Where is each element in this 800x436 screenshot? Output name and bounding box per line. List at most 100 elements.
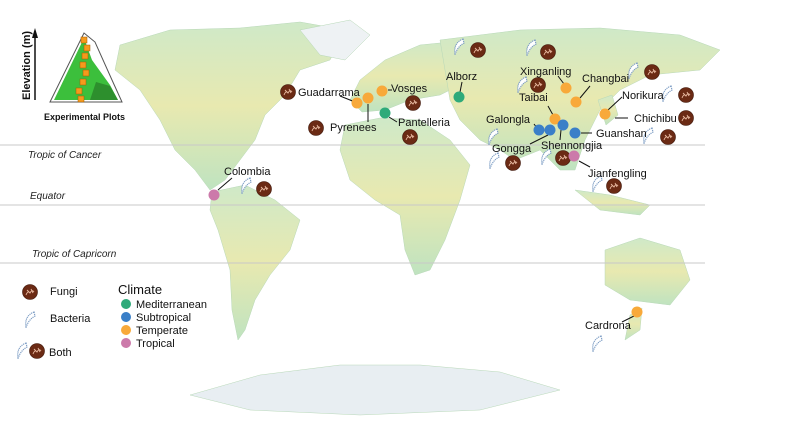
climate-swatch-mediterranean <box>121 299 131 309</box>
plot-marker <box>79 78 87 86</box>
fungi-icon <box>606 178 622 194</box>
fungi-icon <box>660 129 676 145</box>
climate-label-tropical: Tropical <box>136 338 175 350</box>
leader-line <box>529 134 549 145</box>
plot-marker <box>80 36 88 44</box>
site-label-guadarrama: Guadarrama <box>298 87 361 99</box>
fungi-icon <box>678 87 694 103</box>
fungi-icon <box>256 181 272 197</box>
antarctica <box>189 364 561 416</box>
site-marker-vosges[interactable] <box>376 85 388 97</box>
site-label-colombia: Colombia <box>224 166 271 178</box>
australia <box>604 237 691 306</box>
fungi-icon <box>555 150 571 166</box>
fungi-icon <box>505 155 521 171</box>
plot-marker <box>77 95 85 103</box>
climate-swatch-subtropical <box>121 312 131 322</box>
bacteria-icon <box>489 152 500 170</box>
leader-line <box>579 85 591 99</box>
site-marker-changbai[interactable] <box>570 96 582 108</box>
bacteria-icon <box>488 128 499 146</box>
samples-legend: Fungi Bacteria Both <box>17 284 91 360</box>
leader-line <box>621 315 635 323</box>
leader-line <box>578 160 591 168</box>
site-label-galongla: Galongla <box>486 114 531 126</box>
bacteria-icon <box>454 38 465 56</box>
continents <box>114 19 721 416</box>
latitude-lines <box>0 144 705 264</box>
bacteria-icon <box>241 177 252 195</box>
bacteria-icon <box>592 175 603 193</box>
leader-line <box>557 75 565 85</box>
climate-legend: Climate MediterraneanSubtropicalTemperat… <box>118 282 207 350</box>
site-marker-guanshan[interactable] <box>569 127 581 139</box>
site-marker-pyrenees[interactable] <box>362 92 374 104</box>
arrow-head-icon <box>32 28 38 38</box>
site-marker-jianfengling[interactable] <box>568 150 580 162</box>
plot-marker <box>79 61 87 69</box>
site-marker-xinganling[interactable] <box>560 82 572 94</box>
fungi-icon <box>540 44 556 60</box>
africa <box>339 117 471 276</box>
fungi-icon <box>470 42 486 58</box>
site-label-xinganling: Xinganling <box>520 66 571 78</box>
bacteria-icon <box>541 148 552 166</box>
fungi-icon <box>280 84 296 100</box>
bacteria-icon <box>592 335 603 353</box>
fungi-icon <box>530 77 546 93</box>
site-label-norikura: Norikura <box>622 90 664 102</box>
leader-line <box>459 81 463 93</box>
equator-label: Equator <box>30 191 66 202</box>
site-marker-cardrona[interactable] <box>631 306 643 318</box>
plot-marker <box>83 44 91 52</box>
greenland <box>299 19 371 61</box>
site-label-taibai: Taibai <box>519 92 548 104</box>
southeast-asia-islands <box>574 189 651 216</box>
plot-marker <box>75 87 83 95</box>
climate-swatch-tropical <box>121 338 131 348</box>
site-marker-gongga[interactable] <box>544 124 556 136</box>
bacteria-icon <box>517 76 528 94</box>
site-marker-shennongjia[interactable] <box>557 119 569 131</box>
site-marker-alborz[interactable] <box>453 91 465 103</box>
site-marker-taibai[interactable] <box>549 113 561 125</box>
leader-line <box>607 96 623 111</box>
bacteria-icon <box>25 311 36 329</box>
bacteria-icon <box>526 39 537 57</box>
inset-caption: Experimental Plots <box>44 112 125 122</box>
site-marker-norikura[interactable] <box>599 108 611 120</box>
site-marker-pantelleria[interactable] <box>379 107 391 119</box>
climate-swatch-temperate <box>121 325 131 335</box>
north-america <box>114 21 346 191</box>
fungi-icon <box>22 284 38 300</box>
tropic-of-cancer-label: Tropic of Cancer <box>28 150 102 161</box>
site-marker-colombia[interactable] <box>208 189 220 201</box>
legend-bacteria-label: Bacteria <box>50 313 91 325</box>
legend-fungi-label: Fungi <box>50 286 78 298</box>
leader-line <box>547 105 554 116</box>
bacteria-icon <box>643 127 654 145</box>
site-label-guanshan: Guanshan <box>596 128 647 140</box>
tropic-of-capricorn-label: Tropic of Capricorn <box>32 249 117 260</box>
leader-line <box>388 116 398 123</box>
fungi-icon <box>678 110 694 126</box>
site-label-changbai: Changbai <box>582 73 629 85</box>
fungi-icon <box>402 129 418 145</box>
legend-both-label: Both <box>49 347 72 359</box>
site-marker-galongla[interactable] <box>533 124 545 136</box>
site-label-vosges: Vosges <box>391 83 428 95</box>
fungi-icon <box>308 120 324 136</box>
climate-legend-title: Climate <box>118 282 162 297</box>
mountain-foothill <box>90 82 118 100</box>
elevation-axis-label: Elevation (m) <box>21 31 33 100</box>
site-marker-guadarrama[interactable] <box>351 97 363 109</box>
site-label-jianfengling: Jianfengling <box>588 168 647 180</box>
site-label-pantelleria: Pantelleria <box>398 117 451 129</box>
leader-line <box>217 177 233 191</box>
climate-label-mediterranean: Mediterranean <box>136 299 207 311</box>
site-label-gongga: Gongga <box>492 143 532 155</box>
bacteria-icon <box>662 85 673 103</box>
site-label-shennongjia: Shennongjia <box>541 140 603 152</box>
